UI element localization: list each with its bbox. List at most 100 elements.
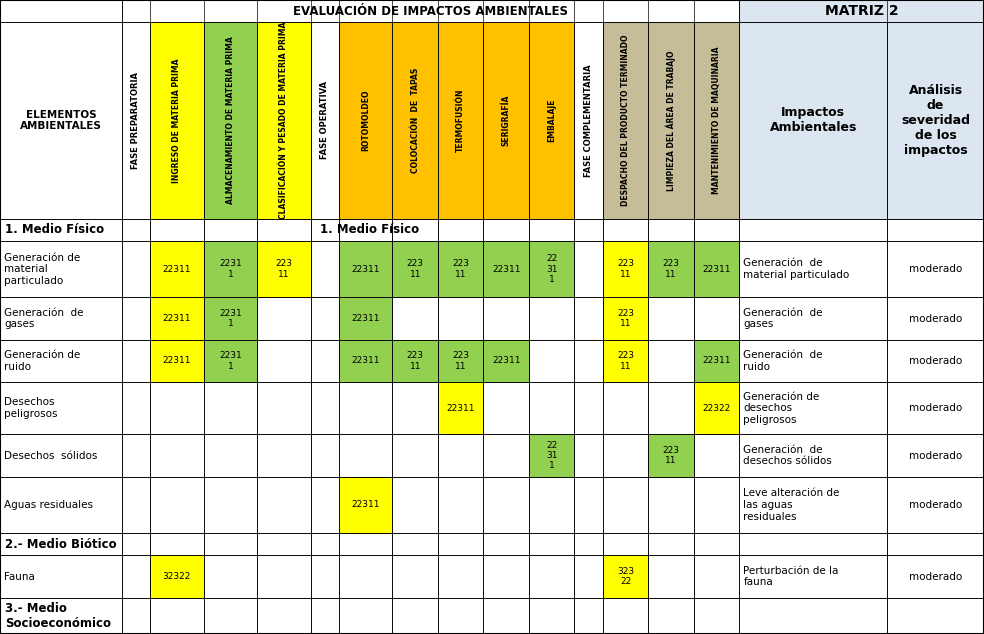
Bar <box>648 297 694 340</box>
Bar <box>122 241 151 297</box>
Text: 22322: 22322 <box>703 404 731 413</box>
Text: 22311: 22311 <box>351 500 380 510</box>
Bar <box>739 241 888 297</box>
Bar <box>151 297 204 340</box>
Bar <box>311 22 339 219</box>
Bar <box>257 297 311 340</box>
Text: COLOCACIÓN  DE  TAPAS: COLOCACIÓN DE TAPAS <box>410 68 420 173</box>
Bar <box>739 477 888 533</box>
Bar <box>483 555 529 598</box>
Bar <box>257 555 311 598</box>
Bar <box>888 340 984 382</box>
Text: Desechos  sólidos: Desechos sólidos <box>4 451 97 460</box>
Bar <box>151 340 204 382</box>
Bar <box>739 22 888 219</box>
Bar <box>339 219 393 241</box>
Bar <box>483 297 529 340</box>
Bar <box>151 382 204 434</box>
Bar <box>151 340 204 382</box>
Bar <box>575 434 603 477</box>
Bar <box>483 22 529 219</box>
Bar <box>739 598 888 634</box>
Text: 22311: 22311 <box>351 356 380 365</box>
Text: FASE COMPLEMENTARIA: FASE COMPLEMENTARIA <box>584 64 593 177</box>
Bar <box>529 555 575 598</box>
Bar <box>204 297 257 340</box>
Bar <box>483 434 529 477</box>
Text: Fauna: Fauna <box>4 571 34 581</box>
Bar <box>603 22 648 219</box>
Bar <box>888 382 984 434</box>
Text: 2231
1: 2231 1 <box>219 309 242 328</box>
Text: Generación  de
ruido: Generación de ruido <box>744 350 823 372</box>
Bar <box>694 241 739 297</box>
Bar <box>0 219 122 241</box>
Bar <box>438 382 483 434</box>
Bar <box>739 434 888 477</box>
Bar <box>311 434 339 477</box>
Bar <box>648 555 694 598</box>
Bar <box>694 219 739 241</box>
Bar <box>257 340 311 382</box>
Bar <box>694 340 739 382</box>
Bar <box>529 477 575 533</box>
Bar <box>311 382 339 434</box>
Text: Generación de
material
particulado: Generación de material particulado <box>4 252 81 286</box>
Text: TERMOFUSIÓN: TERMOFUSIÓN <box>457 89 465 152</box>
Bar <box>151 297 204 340</box>
Bar <box>204 555 257 598</box>
Bar <box>339 340 393 382</box>
Bar <box>204 219 257 241</box>
Bar <box>0 22 122 219</box>
Bar <box>393 555 438 598</box>
Bar <box>339 382 393 434</box>
Bar <box>339 241 393 297</box>
Text: INGRESO DE MATERIA PRIMA: INGRESO DE MATERIA PRIMA <box>172 58 181 183</box>
Bar <box>393 22 438 219</box>
Bar <box>393 241 438 297</box>
Bar <box>575 219 603 241</box>
Bar <box>257 241 311 297</box>
Bar <box>339 533 393 555</box>
Bar <box>311 555 339 598</box>
Bar <box>888 297 984 340</box>
Bar <box>393 340 438 382</box>
Text: moderado: moderado <box>909 500 962 510</box>
Bar <box>122 0 739 22</box>
Bar <box>529 241 575 297</box>
Bar <box>483 382 529 434</box>
Bar <box>151 555 204 598</box>
Bar <box>0 297 122 340</box>
Bar <box>438 477 483 533</box>
Bar <box>648 434 694 477</box>
Text: ROTOMOLDEO: ROTOMOLDEO <box>361 89 370 151</box>
Bar <box>122 598 151 634</box>
Text: 223
11: 223 11 <box>662 446 680 465</box>
Bar <box>648 533 694 555</box>
Bar <box>575 382 603 434</box>
Bar <box>694 340 739 382</box>
Bar <box>575 297 603 340</box>
Bar <box>122 297 151 340</box>
Bar <box>694 598 739 634</box>
Bar <box>648 598 694 634</box>
Bar <box>0 241 122 297</box>
Bar <box>311 533 339 555</box>
Bar <box>694 297 739 340</box>
Text: moderado: moderado <box>909 403 962 413</box>
Bar <box>204 241 257 297</box>
Bar <box>122 533 151 555</box>
Bar <box>204 340 257 382</box>
Bar <box>739 219 888 241</box>
Bar <box>339 477 393 533</box>
Bar <box>603 382 648 434</box>
Text: moderado: moderado <box>909 264 962 274</box>
Text: 22311: 22311 <box>703 264 731 274</box>
Bar <box>694 477 739 533</box>
Bar <box>0 382 122 434</box>
Bar <box>603 533 648 555</box>
Text: SERIGRAFÍA: SERIGRAFÍA <box>502 94 511 146</box>
Text: LIMPIEZA DEL ÁREA DE TRABAJO: LIMPIEZA DEL ÁREA DE TRABAJO <box>666 50 676 191</box>
Bar <box>529 382 575 434</box>
Text: ALMACENAMIENTO DE MATERIA PRIMA: ALMACENAMIENTO DE MATERIA PRIMA <box>226 37 235 204</box>
